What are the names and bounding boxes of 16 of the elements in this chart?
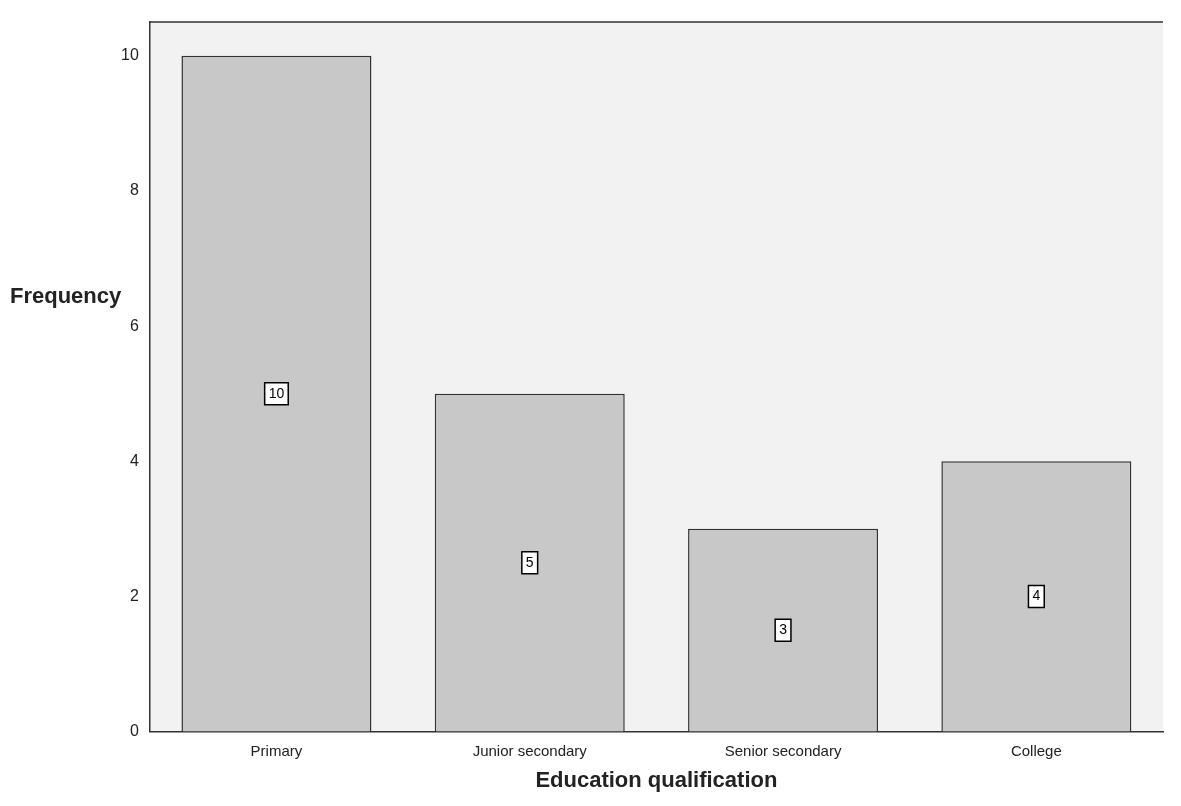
- y-tick-label: 8: [129, 181, 139, 199]
- data-label: 5: [525, 553, 534, 570]
- x-axis-title: Education qualification: [535, 766, 778, 792]
- x-tick-label: Senior secondary: [724, 741, 842, 759]
- x-tick-label: Primary: [250, 741, 303, 759]
- x-tick-label: College: [1010, 741, 1062, 759]
- data-label: 3: [779, 621, 788, 638]
- y-tick-label: 0: [129, 722, 139, 740]
- x-tick-label: Junior secondary: [472, 741, 588, 759]
- data-label: 10: [268, 384, 285, 401]
- data-label: 4: [1032, 587, 1041, 604]
- y-axis-title: Frequency: [10, 283, 122, 309]
- y-tick-label: 2: [129, 586, 139, 604]
- y-tick-label: 4: [129, 451, 139, 469]
- y-tick-label: 6: [129, 316, 139, 334]
- y-tick-label: 10: [121, 46, 139, 64]
